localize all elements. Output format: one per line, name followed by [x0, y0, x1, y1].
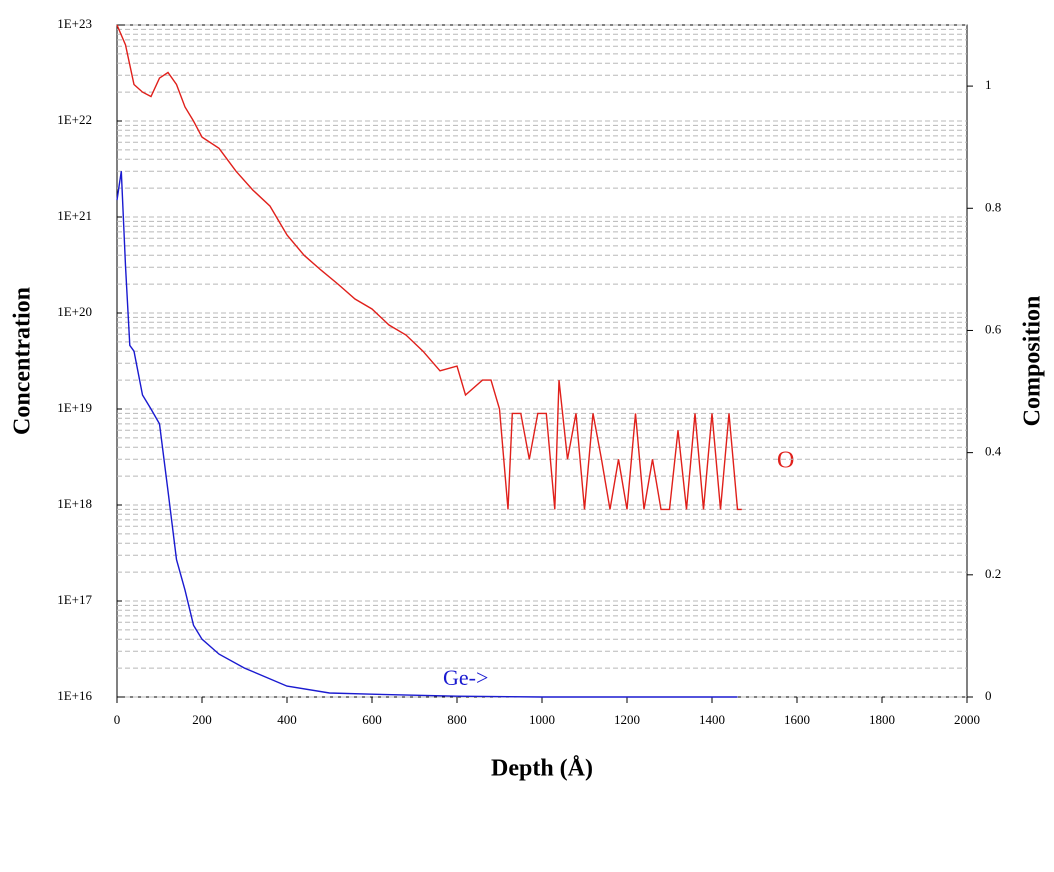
x-tick-label: 200 [192, 712, 212, 727]
series-line [116, 171, 738, 698]
annotation: O [777, 448, 794, 474]
y-tick-label: 1E+23 [57, 16, 92, 31]
annotation: Ge-> [443, 665, 488, 690]
y2-axis-title: Composition [1020, 296, 1046, 427]
x-tick-label: 2000 [954, 712, 980, 727]
x-tick-label: 600 [362, 712, 382, 727]
y2-tick-label: 0.2 [985, 566, 1001, 581]
x-tick-label: 800 [447, 712, 467, 727]
y2-tick-label: 0.4 [985, 444, 1002, 459]
y-tick-label: 1E+21 [57, 208, 92, 223]
y-tick-label: 1E+19 [57, 400, 92, 415]
x-tick-label: 0 [114, 712, 121, 727]
y2-tick-label: 0.6 [985, 321, 1002, 336]
x-tick-label: 1200 [614, 712, 640, 727]
y2-tick-label: 0.8 [985, 199, 1001, 214]
y-tick-label: 1E+16 [57, 688, 92, 703]
y-tick-label: 1E+20 [57, 304, 92, 319]
y2-tick-label: 1 [985, 77, 992, 92]
x-tick-label: 1400 [699, 712, 725, 727]
y2-tick-label: 0 [985, 688, 992, 703]
y-tick-label: 1E+22 [57, 112, 92, 127]
series-line [116, 24, 742, 511]
x-tick-label: 1600 [784, 712, 810, 727]
y-tick-label: 1E+18 [57, 496, 92, 511]
x-tick-label: 1000 [529, 712, 555, 727]
x-axis-title: Depth (Å) [491, 756, 593, 782]
y-tick-label: 1E+17 [57, 592, 92, 607]
x-tick-label: 1800 [869, 712, 895, 727]
x-tick-label: 400 [277, 712, 297, 727]
y-axis-title: Concentration [10, 287, 36, 435]
